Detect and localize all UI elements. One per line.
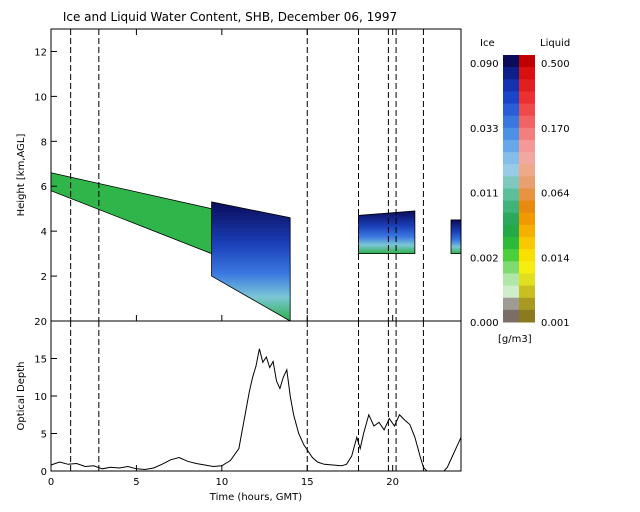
ice-color-swatch: [503, 309, 519, 323]
liquid-color-swatch: [519, 212, 535, 226]
ice-color-swatch: [503, 224, 519, 238]
liquid-color-swatch: [519, 103, 535, 117]
optical-depth-panel-frame: [50, 320, 462, 472]
ice-color-swatch: [503, 127, 519, 141]
liquid-color-swatch: [519, 285, 535, 299]
liquid-color-swatch: [519, 55, 535, 68]
ice-color-swatch: [503, 176, 519, 189]
liquid-color-swatch: [519, 309, 535, 323]
height-tick-label: 12: [34, 47, 47, 58]
dashed-markers-bottom: [70, 321, 424, 471]
chart-title: Ice and Liquid Water Content, SHB, Decem…: [63, 10, 397, 24]
optical-depth-panel: 0 5 10 15 20 0 5 10 15 20 Optical Depth Time (hou…: [16, 317, 462, 503]
ice-color-swatch: [503, 67, 519, 80]
od-tick-label: 20: [34, 317, 47, 328]
liquid-color-swatch: [519, 127, 535, 141]
ice-color-swatch: [503, 103, 519, 117]
height-axis-ticks: 2 4 6 8 10 12: [34, 29, 394, 321]
cloud-field: [50, 172, 462, 322]
optical-depth-line: [50, 348, 462, 472]
liquid-color-swatch: [519, 200, 535, 214]
time-tick-label: 0: [48, 477, 54, 488]
od-tick-label: 5: [41, 430, 47, 441]
height-tick-label: 8: [41, 137, 47, 148]
ice-color-swatch: [503, 79, 519, 92]
ice-color-scale: [503, 55, 519, 323]
liquid-color-swatch: [519, 79, 535, 92]
ice-color-swatch: [503, 200, 519, 214]
dashed-markers-top: [70, 29, 424, 321]
colorbar-ice-label: Ice: [480, 38, 495, 49]
cloud-region: [358, 210, 416, 255]
height-axis-label: Height [km,AGL]: [16, 134, 27, 217]
ice-color-swatch: [503, 237, 519, 250]
colorbar-tick-labels: 0.090 0.033 0.011 0.002 0.000 0.500 0.170 0.064…: [470, 59, 570, 329]
cloud-region: [211, 201, 291, 322]
height-tick-label: 10: [34, 92, 47, 103]
height-tick-label: 6: [41, 182, 47, 193]
ice-color-swatch: [503, 164, 519, 177]
time-tick-label: 15: [301, 477, 314, 488]
ice-color-swatch: [503, 297, 519, 311]
ice-color-swatch: [503, 55, 519, 68]
optical-depth-axis-ticks: 0 5 10 15 20 0 5 10 15 20: [34, 317, 399, 488]
od-tick-label: 15: [34, 355, 47, 366]
time-tick-label: 5: [133, 477, 139, 488]
ice-color-swatch: [503, 212, 519, 226]
colorbar-units: [g/m3]: [498, 334, 532, 345]
time-axis-label: Time (hours, GMT): [209, 492, 303, 503]
height-panel: 2 4 6 8 10 12 Height [km,AGL]: [16, 28, 462, 322]
liquid-color-swatch: [519, 273, 535, 287]
cloud-region: [450, 219, 462, 255]
ice-tick-label: 0.033: [470, 124, 499, 135]
ice-color-swatch: [503, 152, 519, 165]
liquid-color-scale: [519, 55, 535, 323]
liquid-color-swatch: [519, 224, 535, 238]
ice-tick-label: 0.000: [470, 318, 499, 329]
ice-color-swatch: [503, 249, 519, 262]
liquid-color-swatch: [519, 164, 535, 177]
colorbar: Ice Liquid 0.090 0.033 0.011 0.002 0.000 0.50…: [470, 38, 570, 345]
od-tick-label: 10: [34, 392, 47, 403]
liquid-color-swatch: [519, 115, 535, 129]
liquid-tick-label: 0.001: [541, 318, 570, 329]
ice-color-swatch: [503, 188, 519, 202]
colorbar-liquid-label: Liquid: [540, 38, 570, 49]
liquid-color-swatch: [519, 249, 535, 262]
liquid-color-swatch: [519, 176, 535, 189]
ice-tick-label: 0.011: [470, 189, 499, 200]
liquid-color-swatch: [519, 237, 535, 250]
ice-color-swatch: [503, 273, 519, 287]
liquid-color-swatch: [519, 152, 535, 165]
time-tick-label: 20: [386, 477, 399, 488]
ice-color-swatch: [503, 261, 519, 274]
height-tick-label: 2: [41, 272, 47, 283]
optical-depth-axis-label: Optical Depth: [16, 362, 27, 431]
ice-color-swatch: [503, 285, 519, 299]
liquid-tick-label: 0.064: [541, 189, 570, 200]
ice-color-swatch: [503, 139, 519, 153]
ice-color-swatch: [503, 91, 519, 105]
liquid-color-swatch: [519, 91, 535, 105]
ice-tick-label: 0.090: [470, 59, 499, 70]
height-tick-label: 4: [41, 227, 47, 238]
liquid-color-swatch: [519, 139, 535, 153]
liquid-color-swatch: [519, 261, 535, 274]
ice-color-swatch: [503, 115, 519, 129]
cloud-region: [50, 172, 212, 255]
liquid-tick-label: 0.170: [541, 124, 570, 135]
time-tick-label: 10: [215, 477, 228, 488]
liquid-tick-label: 0.500: [541, 59, 570, 70]
od-tick-label: 0: [41, 467, 47, 478]
ice-tick-label: 0.002: [470, 253, 499, 264]
liquid-color-swatch: [519, 67, 535, 80]
liquid-tick-label: 0.014: [541, 253, 570, 264]
liquid-color-swatch: [519, 188, 535, 202]
liquid-color-swatch: [519, 297, 535, 311]
